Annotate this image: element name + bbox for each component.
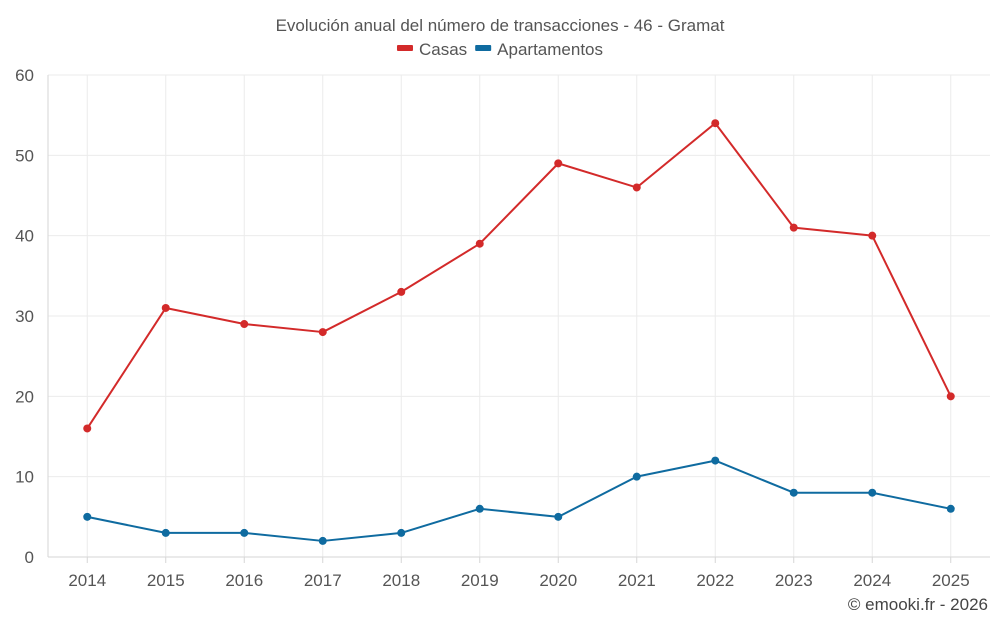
data-point — [868, 488, 877, 497]
data-point — [475, 504, 484, 513]
legend-swatch — [475, 45, 492, 51]
data-point — [161, 303, 170, 312]
data-point — [475, 239, 484, 248]
data-point — [868, 231, 877, 240]
data-point — [632, 472, 641, 481]
x-tick-label: 2017 — [304, 571, 342, 590]
data-point — [240, 320, 249, 329]
data-point — [632, 183, 641, 192]
x-tick-label: 2016 — [225, 571, 263, 590]
data-point — [318, 536, 327, 545]
legend-item-apartamentos: Apartamentos — [475, 40, 603, 59]
y-tick-label: 40 — [15, 227, 34, 246]
series-casas — [83, 119, 955, 433]
data-point — [161, 528, 170, 537]
data-point — [711, 456, 720, 465]
x-tick-label: 2022 — [696, 571, 734, 590]
data-point — [83, 512, 92, 521]
data-point — [240, 528, 249, 537]
legend-swatch — [396, 45, 413, 51]
data-point — [711, 119, 720, 128]
x-tick-label: 2014 — [68, 571, 106, 590]
legend-item-casas: Casas — [396, 40, 467, 59]
x-tick-label: 2018 — [382, 571, 420, 590]
credit-text: © emooki.fr - 2026 — [848, 595, 988, 614]
data-point — [397, 528, 406, 537]
y-tick-label: 10 — [15, 468, 34, 487]
data-point — [789, 223, 798, 232]
x-tick-label: 2025 — [932, 571, 970, 590]
x-tick-label: 2021 — [618, 571, 656, 590]
series — [83, 119, 955, 545]
y-tick-label: 0 — [25, 548, 34, 567]
x-tick-label: 2019 — [461, 571, 499, 590]
data-point — [83, 424, 92, 433]
data-point — [789, 488, 798, 497]
y-tick-label: 30 — [15, 307, 34, 326]
data-point — [946, 504, 955, 513]
x-tick-label: 2020 — [539, 571, 577, 590]
series-line — [86, 122, 952, 430]
y-tick-label: 50 — [15, 146, 34, 165]
x-tick-label: 2023 — [775, 571, 813, 590]
legend-label: Apartamentos — [497, 40, 603, 59]
x-tick-label: 2024 — [853, 571, 891, 590]
y-tick-label: 60 — [15, 66, 34, 85]
grid — [48, 74, 990, 557]
legend-label: Casas — [419, 40, 467, 59]
data-point — [946, 392, 955, 401]
axes: 0 10 20 30 40 50 60 2014 2015 2016 2017 2018 2019 202… — [15, 66, 990, 590]
data-point — [318, 328, 327, 337]
data-point — [397, 287, 406, 296]
series-line — [87, 459, 951, 542]
legend: Casas Apartamentos — [396, 40, 603, 59]
y-tick-label: 20 — [15, 387, 34, 406]
series-apartamentos — [83, 456, 955, 545]
x-tick-label: 2015 — [147, 571, 185, 590]
data-point — [554, 512, 563, 521]
data-point — [554, 159, 563, 168]
chart-title: Evolución anual del número de transaccio… — [276, 16, 725, 35]
